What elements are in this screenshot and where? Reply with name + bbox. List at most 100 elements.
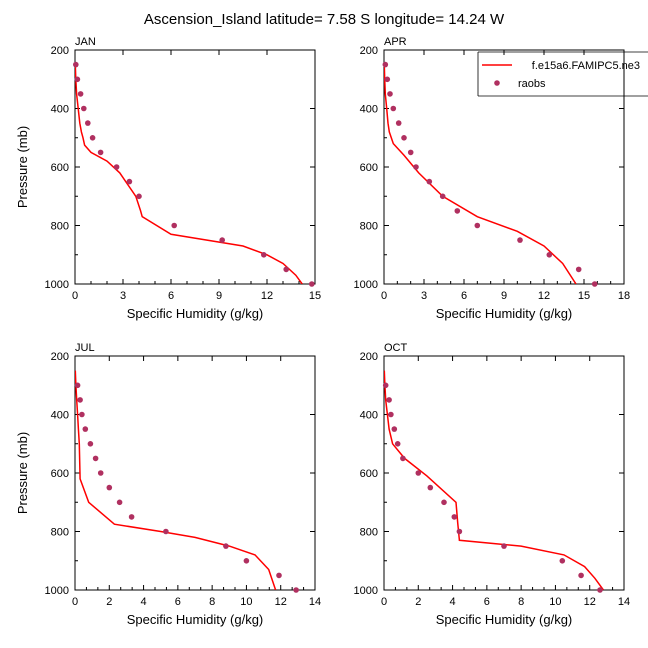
y-tick-label-jan-1: 400	[51, 104, 69, 116]
panel-label-apr: APR	[384, 36, 407, 48]
x-tick-label-jan-0: 0	[72, 290, 78, 302]
x-tick-label-apr-1: 3	[421, 290, 427, 302]
x-tick-label-apr-3: 9	[501, 290, 507, 302]
raobs-point-jul-2	[79, 411, 85, 418]
y-tick-label-jan-3: 800	[51, 221, 69, 233]
raobs-point-apr-6	[407, 149, 414, 156]
x-tick-label-apr-6: 18	[618, 290, 630, 302]
plot-frame-jul	[74, 355, 316, 591]
y-tick-label-oct-1: 400	[360, 410, 378, 422]
x-tick-label-jan-4: 12	[261, 290, 273, 302]
y-tick-label-jul-4: 1000	[45, 585, 69, 597]
raobs-point-oct-5	[400, 455, 406, 462]
raobs-point-oct-7	[427, 484, 434, 491]
x-tick-label-apr-2: 6	[461, 290, 467, 302]
x-axis-label-jan: Specific Humidity (g/kg)	[127, 306, 264, 321]
y-tick-label-apr-0: 200	[360, 45, 378, 57]
raobs-point-oct-14	[597, 587, 603, 593]
legend-raobs-label: raobs	[518, 78, 546, 90]
raobs-point-jan-0	[73, 61, 79, 68]
legend-model-label: f.e15a6.FAMIPC5.ne3	[532, 60, 640, 72]
x-axis-label-oct: Specific Humidity (g/kg)	[436, 612, 573, 627]
raobs-point-jan-5	[89, 135, 96, 141]
x-tick-label-jul-2: 4	[141, 596, 147, 608]
x-tick-label-oct-6: 12	[584, 596, 596, 608]
raobs-point-jul-10	[163, 528, 169, 535]
raobs-point-jul-4	[87, 441, 94, 447]
raobs-point-apr-4	[395, 120, 402, 126]
raobs-point-oct-10	[456, 528, 463, 535]
raobs-point-apr-2	[387, 91, 393, 97]
raobs-point-jul-11	[223, 543, 229, 549]
y-tick-label-jul-1: 400	[51, 410, 69, 422]
x-tick-label-jan-1: 3	[120, 290, 126, 302]
raobs-point-jan-10	[171, 222, 177, 229]
raobs-point-jul-12	[243, 558, 250, 564]
y-tick-label-apr-4: 1000	[354, 279, 378, 291]
x-tick-label-jul-4: 8	[209, 596, 215, 608]
y-tick-label-jul-0: 200	[51, 351, 69, 363]
y-axis-label-jan: Pressure (mb)	[15, 126, 30, 208]
raobs-point-apr-7	[413, 164, 419, 170]
x-tick-label-oct-4: 8	[518, 596, 524, 608]
raobs-point-apr-9	[439, 193, 446, 200]
x-tick-label-jul-6: 12	[275, 596, 287, 608]
panel-label-jan: JAN	[75, 36, 96, 48]
x-tick-label-jan-2: 6	[168, 290, 174, 302]
raobs-point-jan-6	[97, 149, 104, 156]
plot-frame-jan	[74, 49, 316, 285]
raobs-point-jan-3	[81, 105, 87, 112]
panel-label-oct: OCT	[384, 342, 408, 354]
raobs-point-oct-8	[441, 499, 447, 506]
raobs-point-apr-5	[401, 135, 407, 141]
y-tick-label-jan-4: 1000	[45, 279, 69, 291]
x-tick-label-oct-5: 10	[549, 596, 561, 608]
y-tick-label-apr-3: 800	[360, 221, 378, 233]
plot-frame-apr	[383, 49, 625, 285]
raobs-point-jul-5	[92, 455, 99, 462]
raobs-point-oct-2	[388, 411, 394, 418]
raobs-point-jul-9	[128, 514, 135, 520]
y-tick-label-jul-2: 600	[51, 468, 69, 480]
x-tick-label-jul-0: 0	[72, 596, 78, 608]
legend-raobs-swatch	[494, 80, 500, 86]
model-line-jul	[75, 370, 277, 590]
raobs-point-oct-4	[394, 441, 401, 447]
raobs-point-jan-13	[283, 266, 290, 273]
raobs-point-apr-1	[384, 76, 391, 83]
panel-apr: APR 0 3 6 9 12 15 18 200 400 600 800 1000 Specific Hu…	[354, 36, 648, 321]
raobs-point-oct-12	[559, 558, 566, 564]
x-tick-label-apr-5: 15	[578, 290, 590, 302]
model-line-jan	[75, 64, 303, 284]
raobs-point-apr-13	[546, 252, 553, 258]
x-tick-label-jul-3: 6	[175, 596, 181, 608]
raobs-point-apr-0	[382, 61, 389, 68]
x-tick-label-jan-5: 15	[309, 290, 321, 302]
raobs-point-oct-1	[386, 397, 392, 403]
raobs-point-oct-6	[415, 470, 422, 476]
panel-jul: JUL 0 2 4 6 8 10 12 14 200 400 600 800 1000 Specific H…	[15, 342, 321, 627]
legend: f.e15a6.FAMIPC5.ne3 raobs	[477, 51, 648, 97]
panels: JAN 0 3 6 9 12 15 200 400 600 800 1000 Specific Humi…	[15, 36, 648, 627]
raobs-point-jul-0	[74, 382, 81, 389]
x-axis-label-apr: Specific Humidity (g/kg)	[436, 306, 573, 321]
raobs-point-jul-14	[293, 587, 299, 593]
raobs-point-oct-9	[451, 514, 458, 520]
raobs-point-jan-11	[219, 237, 225, 243]
raobs-point-apr-10	[454, 208, 461, 214]
x-tick-label-oct-7: 14	[618, 596, 630, 608]
x-tick-label-jan-3: 9	[216, 290, 222, 302]
y-tick-label-oct-2: 600	[360, 468, 378, 480]
raobs-point-apr-12	[517, 237, 523, 243]
raobs-point-jul-8	[116, 499, 123, 506]
x-axis-label-jul: Specific Humidity (g/kg)	[127, 612, 264, 627]
x-tick-label-apr-4: 12	[538, 290, 550, 302]
raobs-point-apr-3	[390, 105, 397, 112]
raobs-point-jul-7	[106, 484, 113, 491]
raobs-point-jan-8	[126, 178, 133, 185]
raobs-point-apr-14	[575, 266, 582, 273]
raobs-point-jan-12	[261, 252, 267, 258]
y-tick-label-oct-0: 200	[360, 351, 378, 363]
raobs-point-oct-0	[382, 382, 389, 389]
